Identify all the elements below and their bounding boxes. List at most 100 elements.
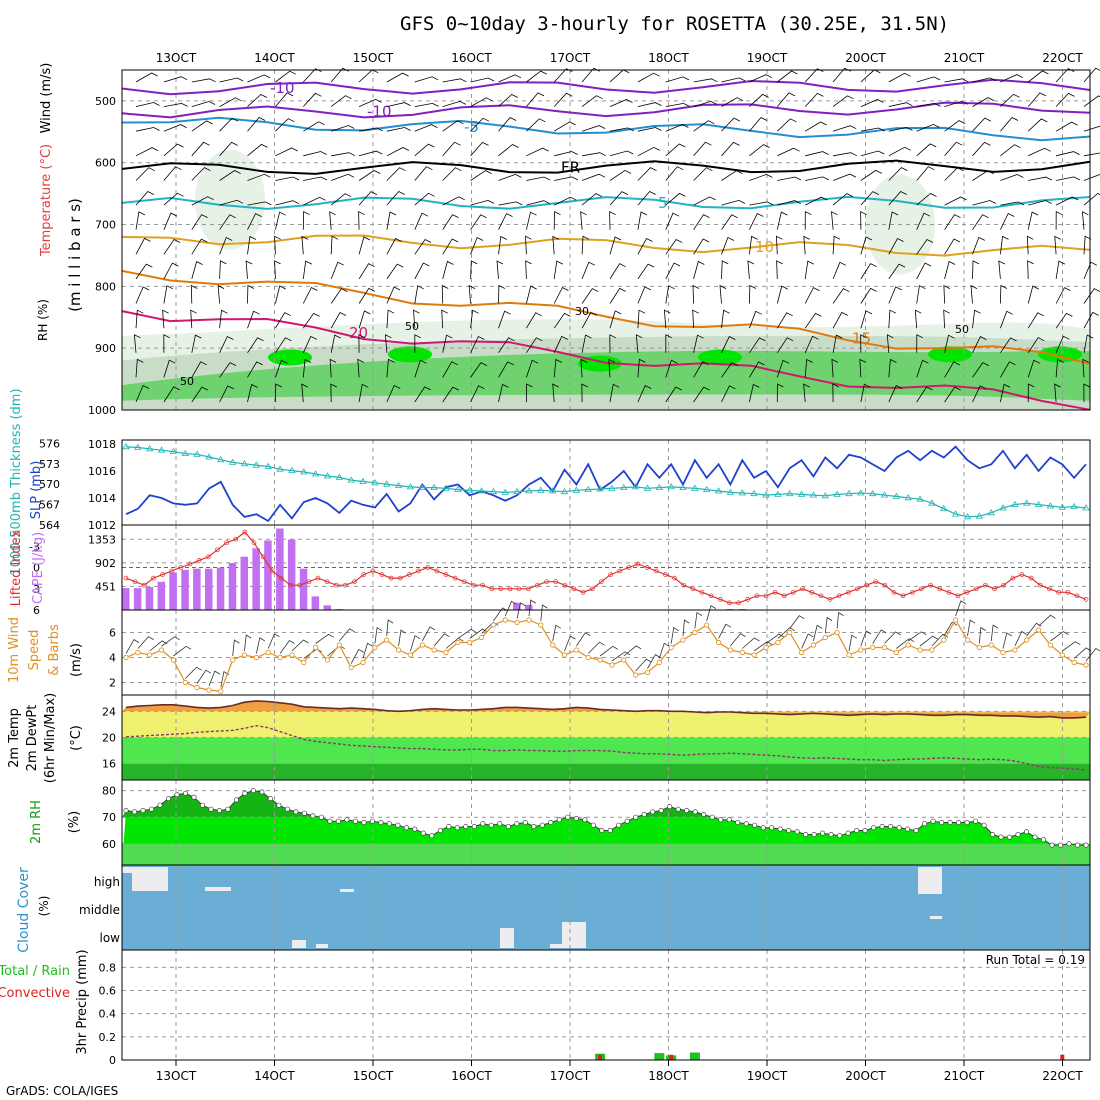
wind-barb <box>609 99 633 107</box>
thickness-point <box>762 491 770 498</box>
rh2m-point <box>641 811 647 817</box>
thickness-point <box>228 458 237 465</box>
wind-barb <box>163 238 181 255</box>
precip-conv-bar <box>669 1054 674 1060</box>
wind-barb <box>804 358 813 378</box>
wind-barb <box>832 383 839 403</box>
wind-barb <box>803 235 810 255</box>
wind-barb <box>526 147 549 157</box>
thickness-point <box>525 487 533 494</box>
wind-barb <box>247 310 260 329</box>
wind-speed-point <box>881 644 888 651</box>
rh-contour-label: 50 <box>405 320 419 333</box>
wind-barb <box>163 386 180 403</box>
wind-barb <box>860 383 871 403</box>
y-title-wind10m: Speed <box>27 630 42 671</box>
wind-barb <box>330 95 352 107</box>
wind-barb <box>302 211 310 230</box>
li-point <box>946 589 952 595</box>
rh2m-point <box>752 822 758 828</box>
li-point <box>681 582 687 588</box>
li-point <box>461 579 467 585</box>
wind-barb <box>330 288 348 304</box>
li-point <box>699 589 705 595</box>
wind-barb <box>303 151 327 157</box>
isotherm-label: -10 <box>367 103 392 121</box>
rh2m-point <box>947 819 953 825</box>
wind-barb <box>433 633 450 647</box>
wind-barb <box>247 361 263 378</box>
wind-barb <box>777 627 795 639</box>
wind-barb <box>191 261 203 280</box>
thickness-point <box>774 490 782 497</box>
rh2m-point <box>675 806 681 812</box>
wind-barb <box>302 286 318 304</box>
rh2m-point <box>786 827 792 833</box>
wind-barb <box>1000 93 1020 107</box>
li-point <box>708 593 714 599</box>
wind-barb <box>888 286 902 304</box>
y-title-temp-unit: (°C) <box>69 725 84 751</box>
wind-barb <box>804 92 824 107</box>
rh-patch-bright <box>698 349 742 366</box>
wind-barb <box>777 200 801 206</box>
wind-barb <box>470 141 489 157</box>
rh2m-point <box>480 821 486 827</box>
y-title-precip: 3hr Precip (mm) <box>75 949 90 1054</box>
wind-barb <box>358 383 369 403</box>
wind-barb <box>303 196 326 206</box>
wind-barb <box>191 361 207 378</box>
wind-barb <box>1027 92 1047 107</box>
li-point <box>772 589 778 595</box>
rh2m-point <box>803 831 809 837</box>
wind-speed-point <box>597 657 603 663</box>
wind-barb <box>414 334 421 353</box>
cape-bar <box>216 567 225 610</box>
wind-barb <box>581 288 599 304</box>
rh-patch-bright <box>388 346 432 363</box>
wind-barb <box>133 334 141 353</box>
wind-barb <box>789 615 805 629</box>
wind-barb <box>637 191 656 206</box>
chart-title: GFS 0~10day 3-hourly for ROSETTA (30.25E… <box>400 13 949 35</box>
wind-barb <box>943 621 958 637</box>
thickness-point <box>975 512 984 519</box>
li-point <box>973 586 979 592</box>
thickness-point <box>169 447 178 454</box>
wind-barb <box>665 285 675 304</box>
rh2m-point <box>565 814 571 820</box>
wind-barb <box>776 260 783 279</box>
wind-barb <box>972 200 997 206</box>
wind-barb <box>441 309 448 329</box>
rh2m-point <box>233 797 239 803</box>
wind-barb <box>1000 337 1017 354</box>
wind-barb <box>888 263 906 280</box>
temp-tick-label: 24 <box>102 705 116 718</box>
li-point <box>535 582 540 588</box>
wind-barb <box>721 309 730 329</box>
li-point <box>1047 586 1052 592</box>
cloud-level-label: high <box>94 875 120 889</box>
wind-speed-point <box>704 622 710 628</box>
wind-barb <box>1027 359 1040 378</box>
wind-barb <box>581 173 606 181</box>
thickness-point <box>1058 503 1067 510</box>
thickness-point <box>1011 500 1019 507</box>
wind-barb <box>692 284 700 304</box>
wind-barb <box>358 263 375 280</box>
cape-li-panel: -3 0 3 6 1353 902 451 <box>29 524 1091 617</box>
wind-speed-point <box>419 642 425 648</box>
thickness-point <box>951 510 960 517</box>
wind-barb <box>498 144 519 157</box>
li-point <box>242 529 248 535</box>
wind-barb <box>163 262 179 280</box>
wind-barb <box>135 263 153 280</box>
wind-speed-point <box>775 639 781 646</box>
footer-credit: GrADS: COLA/IGES <box>6 1084 118 1098</box>
rh2m-point <box>463 823 469 829</box>
wind-barb <box>919 635 938 647</box>
wind-speed-point <box>680 637 686 643</box>
wind-barb <box>470 385 485 403</box>
thickness-point <box>963 513 972 520</box>
